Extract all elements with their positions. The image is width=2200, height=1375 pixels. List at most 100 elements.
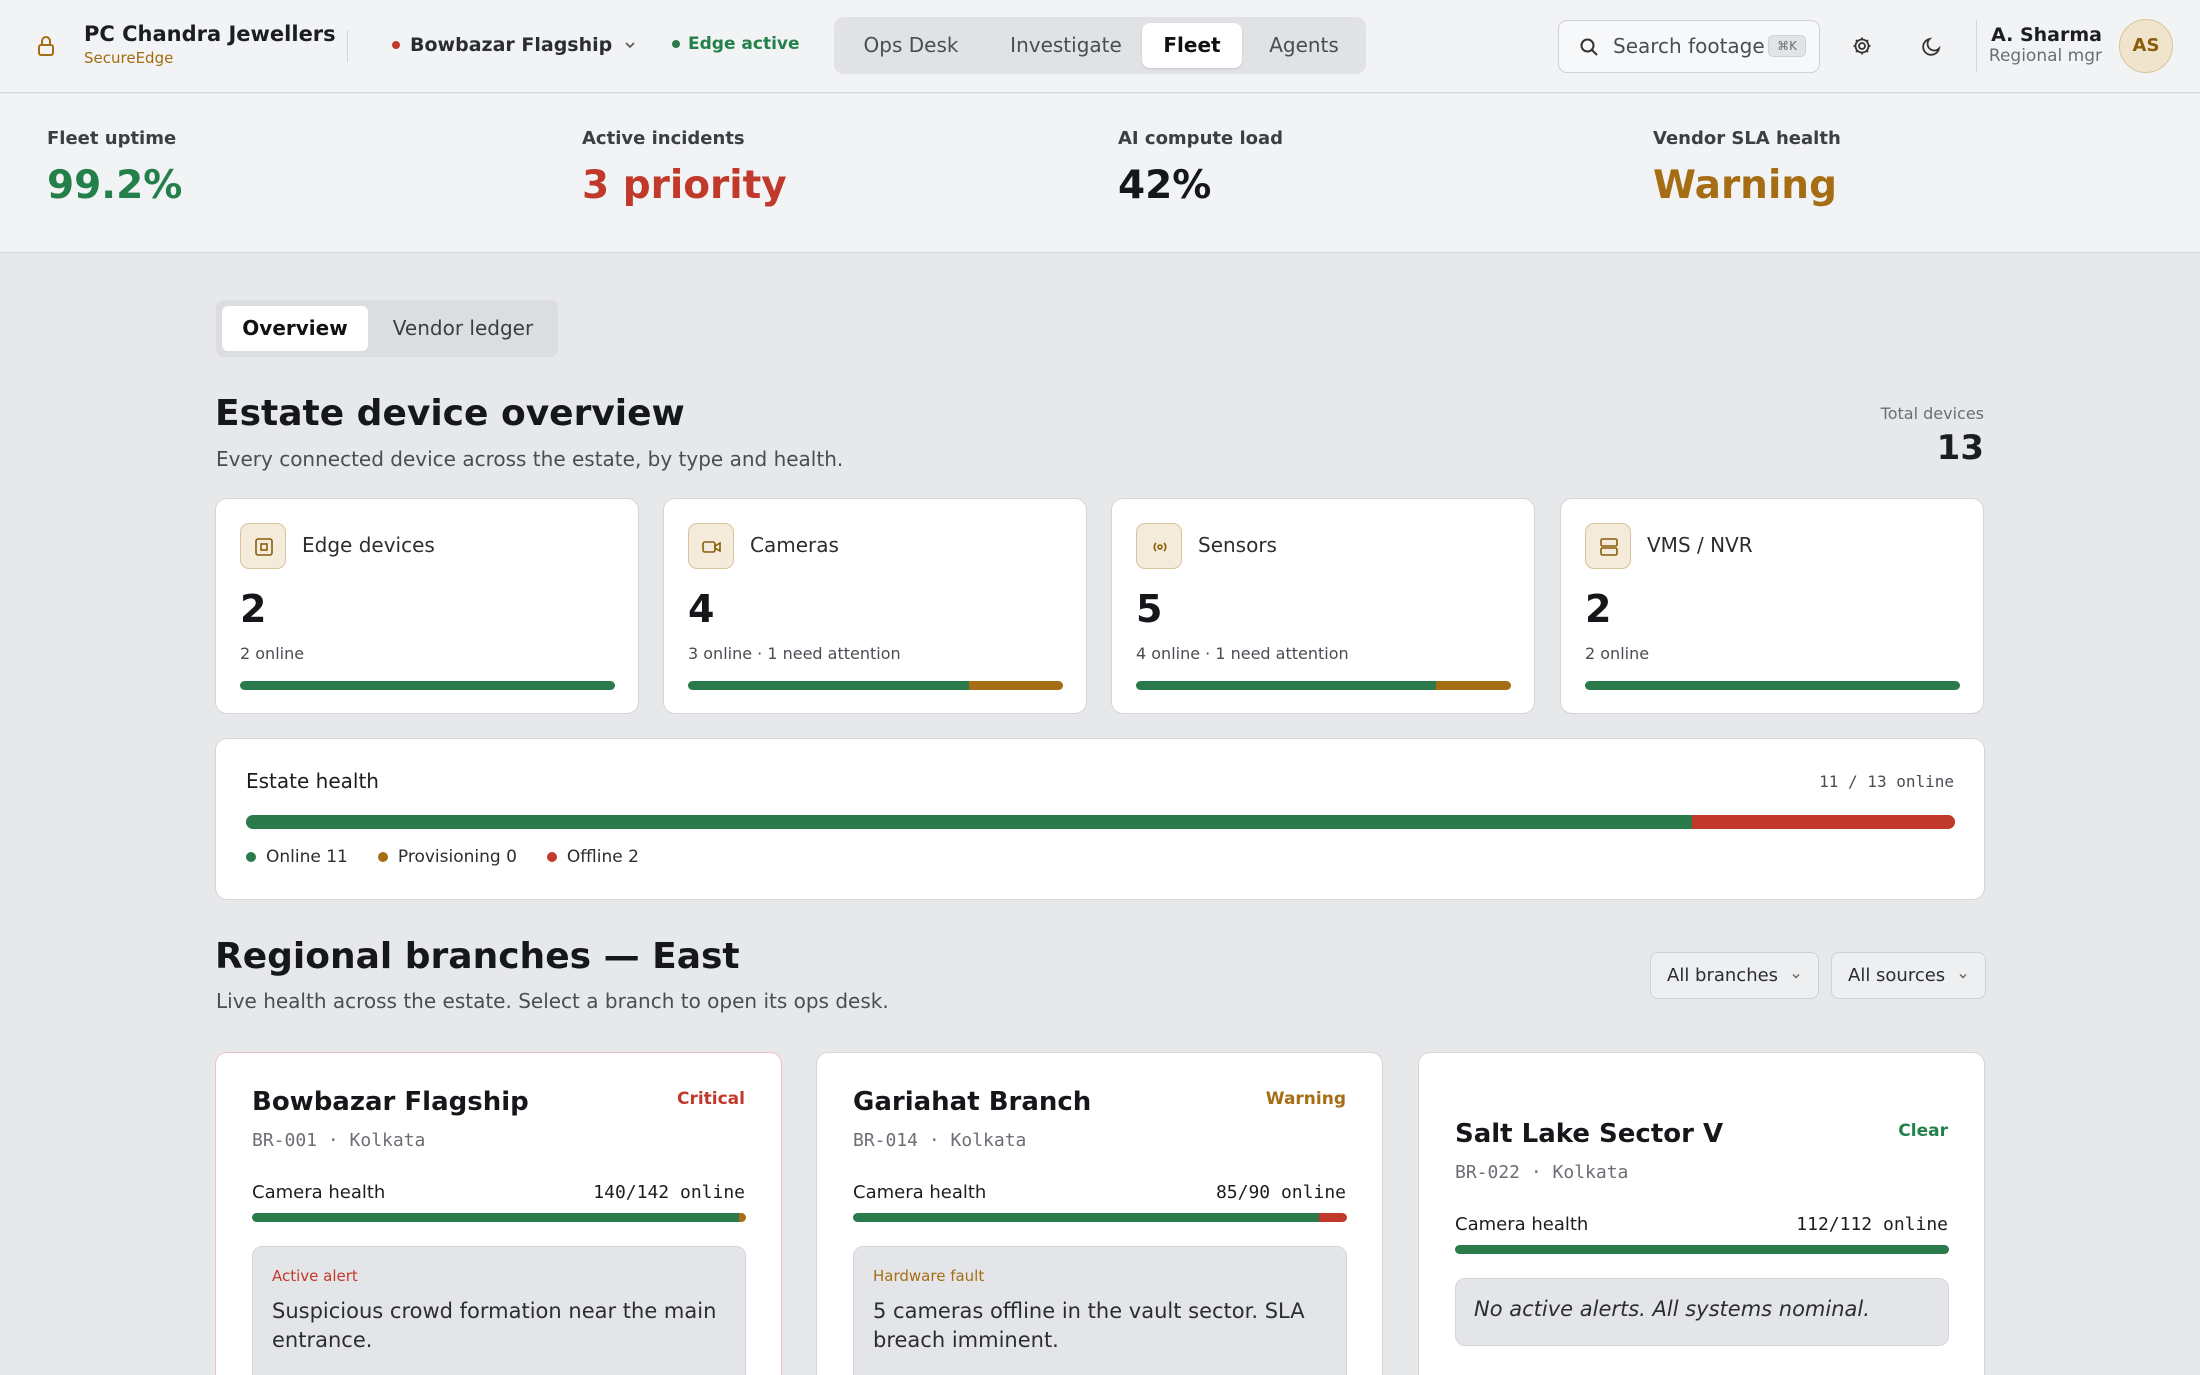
source-filter-dropdown[interactable]: All sources [1831,952,1987,999]
search-icon [1580,38,1598,56]
device-count: 5 [1136,587,1163,631]
branch-name: Gariahat Branch [853,1087,1092,1117]
alert-message: Suspicious crowd formation near the main… [272,1299,717,1352]
chevron-down-icon [625,42,635,49]
lock-icon [38,36,54,56]
kpi-label: Fleet uptime [47,128,177,149]
bar-online [246,815,1692,829]
kpi-label: Vendor SLA health [1653,128,1841,149]
device-type-name: Cameras [750,533,839,557]
alert-box: No active alerts. All systems nominal. [1455,1278,1949,1346]
device-type-name: Sensors [1198,533,1277,557]
overview-description: Every connected device across the estate… [216,447,844,471]
moon-icon [1922,37,1941,56]
theme-toggle-button[interactable] [1914,28,1950,64]
chevron-down-icon [1959,973,1967,978]
device-type-name: Edge devices [302,533,435,557]
device-health-bar [240,681,615,690]
tab-overview[interactable]: Overview [222,306,368,351]
total-devices-value: 13 [1936,428,1984,468]
total-devices-label: Total devices [1880,404,1984,423]
branches-description: Live health across the estate. Select a … [216,989,889,1013]
tab-vendor-ledger[interactable]: Vendor ledger [392,316,534,340]
branch-selector[interactable]: Bowbazar Flagship [392,34,638,56]
bar-online [1136,681,1436,690]
estate-health-title: Estate health [246,769,379,793]
device-card-sensors[interactable]: Sensors 5 4 online · 1 need attention [1111,498,1535,714]
server-icon [1585,523,1631,569]
branch-filter-dropdown[interactable]: All branches [1650,952,1820,999]
camera-health-value: 112/112 online [1796,1214,1948,1235]
alert-box: Hardware fault 5 cameras offline in the … [853,1246,1347,1375]
camera-health-bar [853,1213,1347,1222]
device-status: 2 online [240,644,305,663]
user-role: Regional mgr [1988,46,2102,66]
overview-title: Estate device overview [215,393,685,434]
tab-agents[interactable]: Agents [1269,33,1339,57]
settings-button[interactable] [1844,28,1880,64]
branch-id: BR-001 · Kolkata [252,1130,426,1151]
severity-badge: Clear [1898,1121,1948,1141]
legend-online: Online 11 [246,847,348,867]
status-dot [392,41,400,49]
alert-kind: Hardware fault [873,1267,985,1285]
chip-icon [240,523,286,569]
tab-investigate[interactable]: Investigate [1010,33,1122,57]
avatar[interactable]: AS [2119,19,2173,73]
device-status: 4 online · 1 need attention [1136,644,1349,663]
shortcut-badge: ⌘K [1768,35,1806,57]
device-card-edge[interactable]: Edge devices 2 2 online [215,498,639,714]
bar-online [240,681,615,690]
kpi-value: 3 priority [582,163,787,208]
brand-subtitle: SecureEdge [84,49,174,67]
bar-attention [1436,681,1511,690]
bar-online [1455,1245,1949,1254]
device-health-bar [1136,681,1511,690]
main-nav: Ops Desk Investigate Fleet Agents [834,17,1366,74]
camera-health-value: 140/142 online [593,1182,745,1203]
branch-card-salt-lake[interactable]: Salt Lake Sector V Clear BR-022 · Kolkat… [1418,1052,1985,1375]
kpi-strip: Fleet uptime 99.2% Active incidents 3 pr… [0,94,2200,253]
bar-online [688,681,970,690]
alert-kind: Active alert [272,1267,358,1285]
user-name: A. Sharma [1991,24,2102,46]
device-card-cameras[interactable]: Cameras 4 3 online · 1 need attention [663,498,1087,714]
branch-card-gariahat[interactable]: Gariahat Branch Warning BR-014 · Kolkata… [816,1052,1383,1375]
legend-offline: Offline 2 [546,847,639,867]
device-status: 2 online [1585,644,1650,663]
severity-badge: Warning [1265,1089,1346,1109]
branch-card-bowbazar[interactable]: Bowbazar Flagship Critical BR-001 · Kolk… [215,1052,782,1375]
bar-attention [739,1213,746,1222]
sensor-icon [1136,523,1182,569]
kpi-vendor-sla: Vendor SLA health Warning [1653,128,1841,208]
search-input[interactable]: Search footage ⌘K [1558,20,1820,73]
kpi-ai-compute: AI compute load 42% [1118,128,1283,208]
device-count: 4 [688,587,715,631]
bar-attention [969,681,1063,690]
estate-health-card: Estate health 11 / 13 online Online 11 P… [215,738,1985,900]
camera-health-bar [252,1213,746,1222]
legend-provisioning: Provisioning 0 [377,847,517,867]
kpi-value: 42% [1118,163,1212,208]
camera-icon [688,523,734,569]
branch-filter-label: All branches [1667,965,1779,986]
tab-ops-desk[interactable]: Ops Desk [863,33,959,57]
kpi-value: 99.2% [47,163,183,208]
alert-box: Active alert Suspicious crowd formation … [252,1246,746,1375]
branch-name: Bowbazar Flagship [252,1087,529,1117]
kpi-label: AI compute load [1118,128,1284,149]
device-health-bar [1585,681,1960,690]
device-type-name: VMS / NVR [1647,533,1753,557]
estate-health-bar [246,815,1955,829]
kpi-fleet-uptime: Fleet uptime 99.2% [47,128,182,208]
divider [347,30,348,62]
tab-fleet[interactable]: Fleet [1142,23,1242,68]
branch-name: Salt Lake Sector V [1455,1119,1724,1149]
branches-title: Regional branches — East [215,936,740,977]
bar-online [1585,681,1960,690]
device-card-vms[interactable]: VMS / NVR 2 2 online [1560,498,1984,714]
kpi-value: Warning [1653,163,1837,208]
edge-status-label: Edge active [688,34,800,54]
divider [1976,20,1977,72]
gear-icon [1853,37,1871,55]
